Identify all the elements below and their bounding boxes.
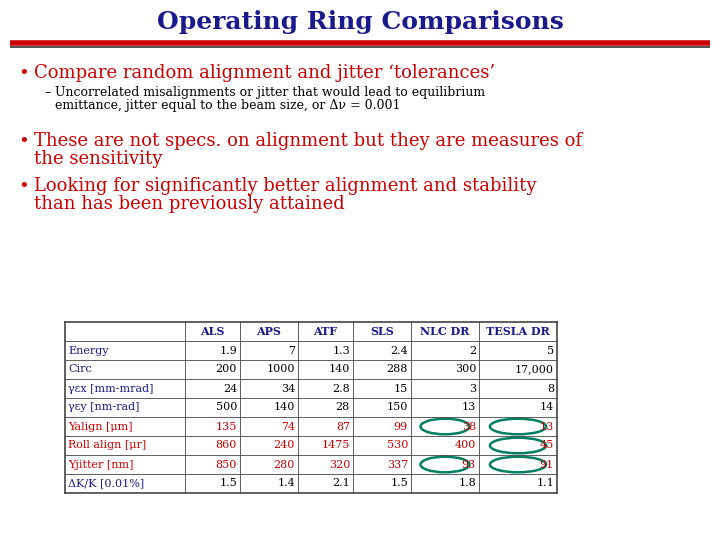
- Text: Operating Ring Comparisons: Operating Ring Comparisons: [156, 10, 564, 34]
- Text: Yalign [μm]: Yalign [μm]: [68, 422, 132, 431]
- Text: 1.1: 1.1: [536, 478, 554, 489]
- Text: 87: 87: [336, 422, 350, 431]
- Text: TESLA DR: TESLA DR: [486, 326, 550, 337]
- Text: 2.1: 2.1: [332, 478, 350, 489]
- Text: –: –: [44, 86, 50, 99]
- Text: 38: 38: [462, 422, 476, 431]
- Text: 13: 13: [462, 402, 476, 413]
- Text: 13: 13: [540, 422, 554, 431]
- Text: 200: 200: [215, 364, 237, 375]
- Text: 14: 14: [540, 402, 554, 413]
- Text: NLC DR: NLC DR: [420, 326, 469, 337]
- Text: emittance, jitter equal to the beam size, or Δν = 0.001: emittance, jitter equal to the beam size…: [55, 99, 400, 112]
- Text: 34: 34: [281, 383, 295, 394]
- Text: Circ: Circ: [68, 364, 91, 375]
- Text: 320: 320: [328, 460, 350, 469]
- Text: 1.4: 1.4: [277, 478, 295, 489]
- Text: Yjitter [nm]: Yjitter [nm]: [68, 460, 133, 469]
- Text: 8: 8: [547, 383, 554, 394]
- Text: APS: APS: [256, 326, 282, 337]
- Text: 530: 530: [387, 441, 408, 450]
- Text: 3: 3: [469, 383, 476, 394]
- Text: 135: 135: [215, 422, 237, 431]
- Text: SLS: SLS: [370, 326, 394, 337]
- Text: 91: 91: [540, 460, 554, 469]
- Text: γεx [mm-mrad]: γεx [mm-mrad]: [68, 383, 153, 394]
- Text: 1.8: 1.8: [458, 478, 476, 489]
- Text: Energy: Energy: [68, 346, 109, 355]
- Text: 17,000: 17,000: [515, 364, 554, 375]
- Text: 99: 99: [394, 422, 408, 431]
- Text: 850: 850: [215, 460, 237, 469]
- Text: 1.3: 1.3: [332, 346, 350, 355]
- Text: ALS: ALS: [200, 326, 225, 337]
- Text: 5: 5: [547, 346, 554, 355]
- Text: 45: 45: [540, 441, 554, 450]
- Text: 860: 860: [215, 441, 237, 450]
- Text: Compare random alignment and jitter ‘tolerances’: Compare random alignment and jitter ‘tol…: [34, 64, 495, 82]
- Text: 74: 74: [281, 422, 295, 431]
- Text: 1.9: 1.9: [220, 346, 237, 355]
- Text: 1000: 1000: [266, 364, 295, 375]
- Text: 1.5: 1.5: [220, 478, 237, 489]
- Text: Roll align [μr]: Roll align [μr]: [68, 441, 146, 450]
- Text: Looking for significantly better alignment and stability: Looking for significantly better alignme…: [34, 177, 536, 195]
- Text: 1.5: 1.5: [390, 478, 408, 489]
- Text: 288: 288: [387, 364, 408, 375]
- Text: ATF: ATF: [313, 326, 338, 337]
- Text: 2.8: 2.8: [332, 383, 350, 394]
- Text: These are not specs. on alignment but they are measures of: These are not specs. on alignment but th…: [34, 132, 582, 150]
- Text: 93: 93: [462, 460, 476, 469]
- Text: than has been previously attained: than has been previously attained: [34, 195, 345, 213]
- Text: ΔK/K [0.01%]: ΔK/K [0.01%]: [68, 478, 144, 489]
- Text: 280: 280: [274, 460, 295, 469]
- Text: 150: 150: [387, 402, 408, 413]
- Text: 15: 15: [394, 383, 408, 394]
- Text: γεy [nm-rad]: γεy [nm-rad]: [68, 402, 140, 413]
- Text: •: •: [18, 177, 29, 195]
- Text: •: •: [18, 132, 29, 150]
- Text: 140: 140: [328, 364, 350, 375]
- Text: 2: 2: [469, 346, 476, 355]
- Text: 24: 24: [222, 383, 237, 394]
- Text: 2.4: 2.4: [390, 346, 408, 355]
- Text: •: •: [18, 64, 29, 82]
- Text: 337: 337: [387, 460, 408, 469]
- Text: the sensitivity: the sensitivity: [34, 150, 163, 168]
- Text: 140: 140: [274, 402, 295, 413]
- Text: 7: 7: [288, 346, 295, 355]
- Text: 500: 500: [215, 402, 237, 413]
- Text: 240: 240: [274, 441, 295, 450]
- Text: 28: 28: [336, 402, 350, 413]
- Text: 400: 400: [454, 441, 476, 450]
- Text: Uncorrelated misalignments or jitter that would lead to equilibrium: Uncorrelated misalignments or jitter tha…: [55, 86, 485, 99]
- Text: 1475: 1475: [322, 441, 350, 450]
- Text: 300: 300: [454, 364, 476, 375]
